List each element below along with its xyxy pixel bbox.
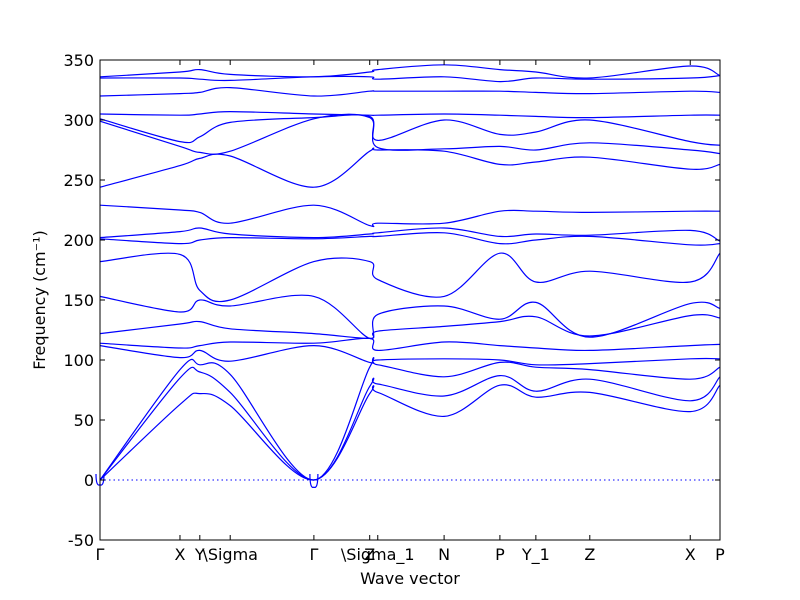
y-tick-label: 250 <box>63 171 94 190</box>
y-tick-label: 200 <box>63 231 94 250</box>
x-tick-label: Γ <box>96 545 105 564</box>
x-axis-title: Wave vector <box>360 569 460 588</box>
y-tick-label: 300 <box>63 111 94 130</box>
y-axis-ticks: -50 0 50 100 150 200 250 300 350 <box>63 51 720 550</box>
phonon-band-6 <box>99 314 721 340</box>
x-tick-label: Y <box>194 545 205 564</box>
y-tick-label: 150 <box>63 291 94 310</box>
y-axis-title: Frequency (cm⁻¹) <box>30 230 49 369</box>
y-tick-label: -50 <box>68 531 94 550</box>
phonon-band-2 <box>99 366 721 481</box>
phonon-band-14 <box>99 114 721 146</box>
x-tick-label: Γ <box>309 545 318 564</box>
x-tick-label: \Sigma_1 <box>341 545 415 565</box>
phonon-band-10 <box>99 227 721 242</box>
x-tick-label: X <box>685 545 696 564</box>
y-tick-label: 350 <box>63 51 94 70</box>
x-tick-label: P <box>495 545 505 564</box>
phonon-band-5 <box>99 337 721 352</box>
phonon-band-17 <box>99 75 721 83</box>
x-tick-label: Y_1 <box>521 545 550 565</box>
phonon-band-11 <box>99 204 721 228</box>
phonon-band-8 <box>99 252 721 303</box>
y-tick-label: 100 <box>63 351 94 370</box>
plot-content <box>95 64 721 489</box>
y-tick-label: 50 <box>74 411 94 430</box>
phonon-band-12 <box>99 147 721 188</box>
x-tick-label: X <box>174 545 185 564</box>
phonon-band-1 <box>99 384 721 481</box>
x-tick-label: P <box>715 545 725 564</box>
x-axis-ticks: Γ X Y\Sigma Γ Z\Sigma_1 N P Y_1 Z X P <box>96 60 725 565</box>
phonon-band-15 <box>99 110 721 119</box>
phonon-band-3 <box>99 356 721 481</box>
y-tick-label: 0 <box>84 471 94 490</box>
phonon-band-13 <box>99 113 721 155</box>
phonon-band-4 <box>99 344 721 366</box>
x-tick-label: Z <box>364 545 375 564</box>
x-tick-label: N <box>438 545 450 564</box>
phonon-band-7 <box>99 294 721 340</box>
acoustic-dip-2 <box>309 473 319 489</box>
x-tick-label: Z <box>584 545 595 564</box>
phonon-band-16 <box>99 86 721 97</box>
phonon-band-9 <box>99 231 721 246</box>
x-tick-label: \Sigma <box>202 545 258 564</box>
plot-frame <box>99 59 721 541</box>
phonon-band-18 <box>99 64 721 79</box>
